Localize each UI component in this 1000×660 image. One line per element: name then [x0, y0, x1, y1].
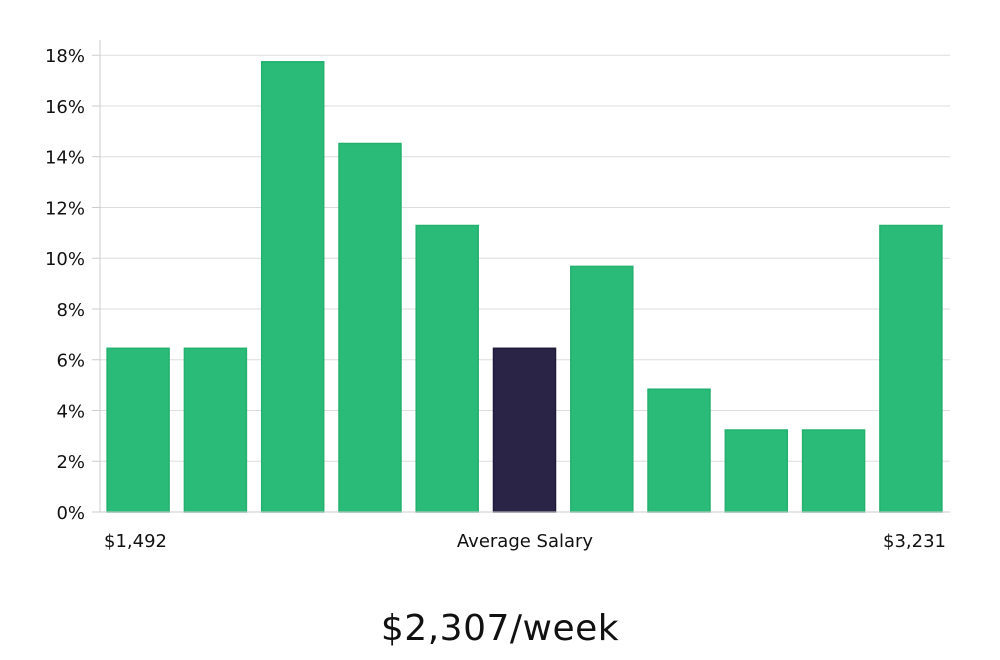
y-tick-label: 18% — [45, 46, 85, 67]
bar-average-salary — [492, 347, 557, 513]
y-tick-label: 10% — [45, 249, 85, 270]
bar — [338, 142, 402, 513]
x-label-max: $3,231 — [883, 531, 946, 552]
bar — [724, 429, 789, 513]
average-salary-value: $2,307/week — [380, 608, 620, 649]
bar — [415, 224, 479, 513]
bar — [260, 61, 325, 513]
bar — [183, 347, 248, 513]
y-tick-label: 2% — [56, 452, 85, 473]
y-tick-label: 14% — [45, 148, 85, 169]
y-tick-label: 4% — [56, 401, 85, 422]
y-tick-label: 6% — [56, 351, 85, 372]
y-tick-label: 8% — [56, 300, 85, 321]
bar — [879, 224, 943, 513]
y-tick-label: 0% — [56, 503, 85, 524]
bars — [106, 61, 943, 513]
x-label-average: Average Salary — [457, 531, 594, 552]
salary-histogram: 0% 2% 4% 6% 8% 10% 12% 14% 16% 18% $1,492 Average… — [45, 40, 950, 552]
bar — [647, 388, 711, 513]
y-tick-label: 12% — [45, 198, 85, 219]
bar — [570, 265, 634, 513]
bar — [106, 347, 170, 513]
axes — [92, 40, 950, 513]
bar — [801, 429, 866, 513]
x-label-min: $1,492 — [104, 531, 167, 552]
y-tick-label: 16% — [45, 97, 85, 118]
y-tick-labels: 0% 2% 4% 6% 8% 10% 12% 14% 16% 18% — [45, 46, 85, 524]
